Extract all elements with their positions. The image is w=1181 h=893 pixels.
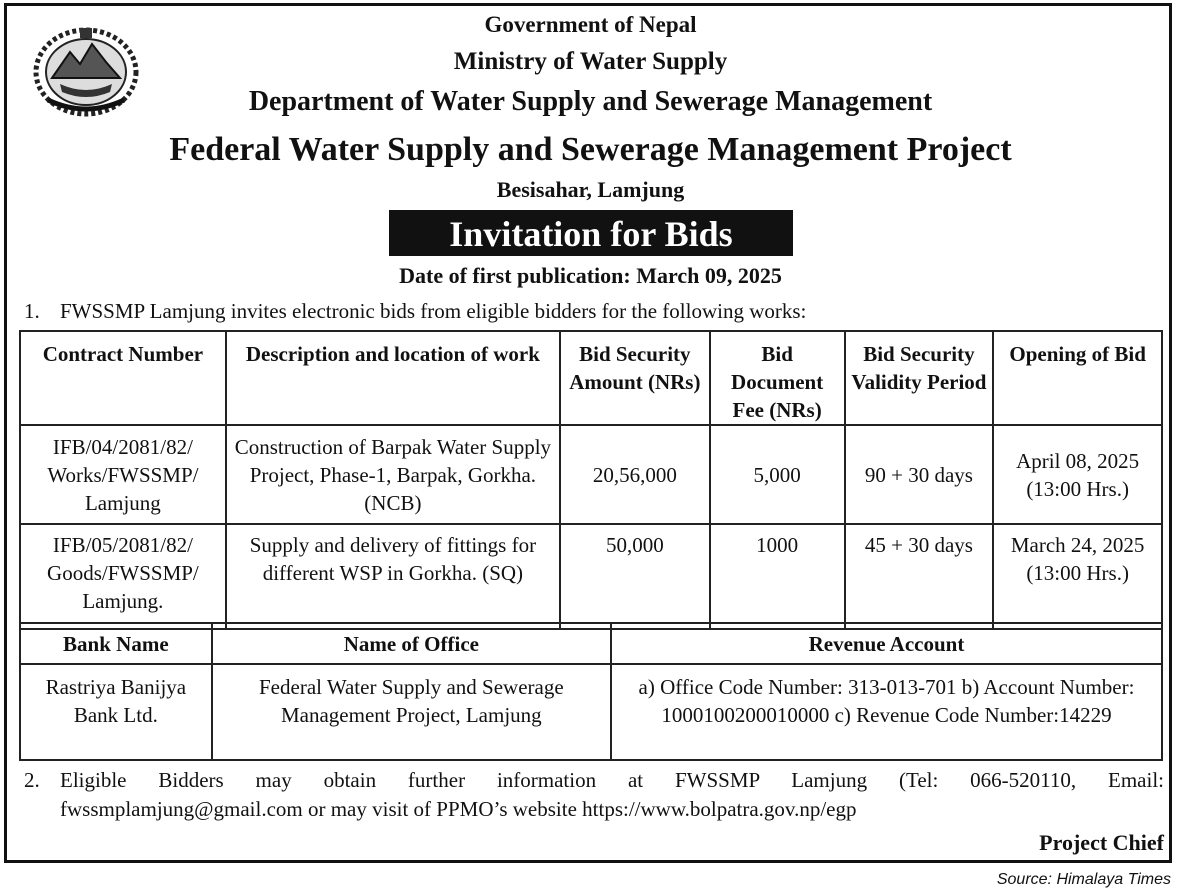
column-header: Opening of Bid	[992, 330, 1163, 426]
bid-security-amount: 20,56,000	[558, 424, 711, 525]
table-row: IFB/04/2081/82/ Works/FWSSMP/ Lamjung Co…	[19, 424, 1163, 525]
ministry-name: Ministry of Water Supply	[453, 48, 728, 75]
paragraph-1-text: FWSSMP Lamjung invites electronic bids f…	[60, 299, 807, 323]
paragraph-2-line-2: fwssmplamjung@gmail.com or may visit of …	[60, 797, 857, 821]
notice-title: Invitation for Bids	[389, 210, 793, 256]
column-header: Bid Security Validity Period	[843, 330, 995, 426]
publication-date: Date of first publication: March 09, 202…	[399, 263, 782, 288]
table-row: IFB/05/2081/82/ Goods/FWSSMP/ Lamjung. S…	[19, 523, 1163, 630]
column-header: Bid Document Fee (NRs)	[708, 330, 846, 426]
bank-name: Rastriya Banijya Bank Ltd.	[19, 663, 213, 761]
source-credit: Source: Himalaya Times	[996, 871, 1171, 888]
project-location: Besisahar, Lamjung	[496, 177, 685, 202]
bid-security-amount: 50,000	[558, 523, 711, 630]
project-name: Federal Water Supply and Sewerage Manage…	[169, 131, 1012, 168]
opening-time: (13:00 Hrs.)	[1026, 561, 1129, 585]
paragraph-number: 1.	[24, 299, 40, 323]
bid-document-fee: 1000	[708, 523, 846, 630]
paragraph-number: 2.	[24, 768, 40, 792]
bid-opening: March 24, 2025 (13:00 Hrs.)	[992, 523, 1163, 630]
work-description: Supply and delivery of fittings for diff…	[224, 523, 561, 630]
validity-period: 45 + 30 days	[843, 523, 995, 630]
column-header: Bank Name	[19, 622, 213, 665]
validity-period: 90 + 30 days	[843, 424, 995, 525]
column-header: Name of Office	[210, 622, 612, 665]
contract-number: IFB/05/2081/82/ Goods/FWSSMP/ Lamjung.	[19, 523, 227, 630]
office-name: Federal Water Supply and Sewerage Manage…	[210, 663, 612, 761]
column-header: Description and location of work	[224, 330, 561, 426]
paragraph-1: 1. FWSSMP Lamjung invites electronic bids…	[24, 299, 806, 324]
table-header-row: Contract Number Description and location…	[19, 330, 1163, 426]
signatory-title: Project Chief	[1039, 830, 1164, 855]
bank-table: Bank Name Name of Office Revenue Account…	[19, 622, 1164, 761]
contract-number: IFB/04/2081/82/ Works/FWSSMP/ Lamjung	[19, 424, 227, 525]
nepal-government-emblem-icon	[33, 27, 139, 117]
bid-opening: April 08, 2025 (13:00 Hrs.)	[992, 424, 1163, 525]
paragraph-2-line-1: Eligible Bidders may obtain further info…	[60, 768, 1164, 792]
bid-document-fee: 5,000	[708, 424, 846, 525]
paragraph-2: 2. Eligible Bidders may obtain further in…	[24, 768, 1164, 793]
notice-frame	[4, 3, 1172, 863]
column-header: Bid Security Amount (NRs)	[558, 330, 711, 426]
opening-time: (13:00 Hrs.)	[1026, 476, 1129, 501]
work-description: Construction of Barpak Water Supply Proj…	[224, 424, 561, 525]
table-row: Rastriya Banijya Bank Ltd. Federal Water…	[19, 663, 1164, 761]
column-header: Revenue Account	[609, 622, 1164, 665]
works-table: Contract Number Description and location…	[19, 330, 1163, 630]
opening-date: March 24, 2025	[1010, 533, 1145, 557]
column-header: Contract Number	[19, 330, 227, 426]
revenue-account: a) Office Code Number: 313-013-701 b) Ac…	[609, 663, 1164, 761]
department-name: Department of Water Supply and Sewerage …	[248, 86, 933, 117]
table-header-row: Bank Name Name of Office Revenue Account	[19, 622, 1164, 665]
government-name: Government of Nepal	[484, 12, 697, 37]
opening-date: April 08, 2025	[1016, 448, 1140, 473]
